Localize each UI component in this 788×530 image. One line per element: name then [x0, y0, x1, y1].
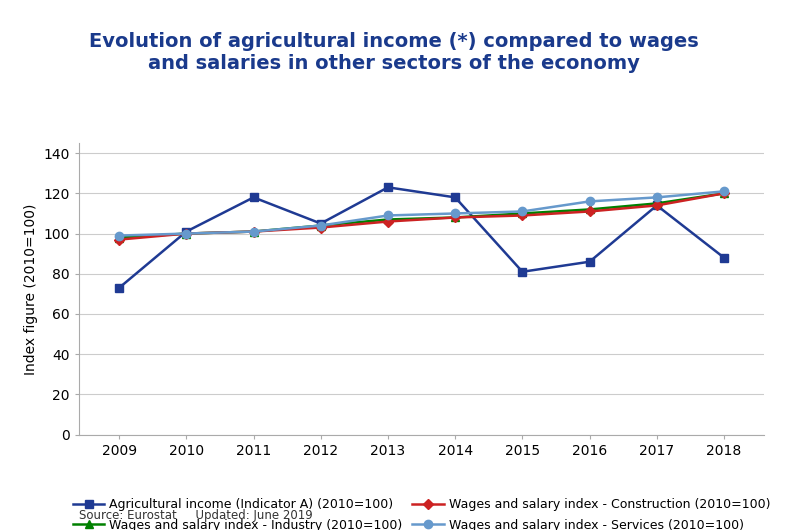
Y-axis label: Index figure (2010=100): Index figure (2010=100)	[24, 203, 38, 375]
Text: Source: Eurostat     Updated: June 2019: Source: Eurostat Updated: June 2019	[79, 509, 313, 523]
Text: Evolution of agricultural income (*) compared to wages
and salaries in other sec: Evolution of agricultural income (*) com…	[89, 32, 699, 73]
Legend: Agricultural income (Indicator A) (2010=100), Wages and salary index - Industry : Agricultural income (Indicator A) (2010=…	[68, 493, 775, 530]
